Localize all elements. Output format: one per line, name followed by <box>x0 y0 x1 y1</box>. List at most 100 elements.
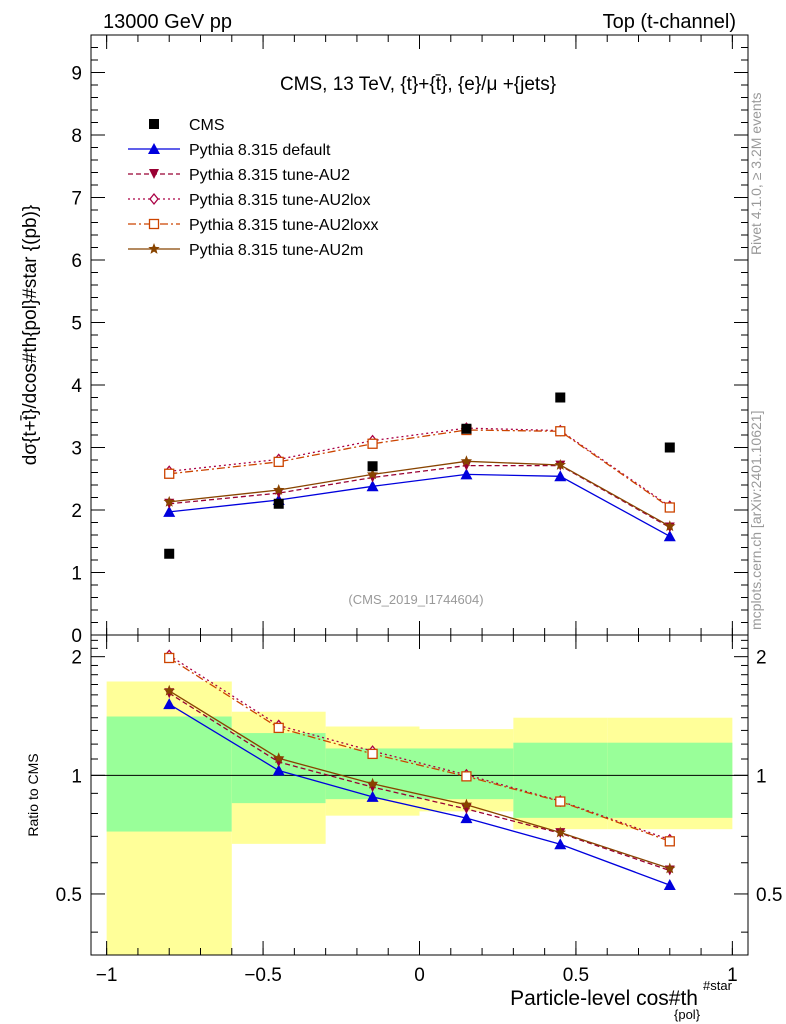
ratio-tick-label-left: 1 <box>71 766 82 787</box>
ratio-series-point-3 <box>164 652 175 664</box>
series-line-4 <box>169 460 671 527</box>
data-point <box>367 461 378 472</box>
ratio-series-point-4 <box>664 862 676 874</box>
ratio-tick-label-left: 0.5 <box>56 885 82 906</box>
ratio-series-line-3 <box>168 657 671 842</box>
legend-label: Pythia 8.315 tune-AU2m <box>189 242 363 259</box>
ratio-series-point-3 <box>555 796 566 807</box>
legend-label: Pythia 8.315 default <box>189 142 331 159</box>
x-tick-label: 0.5 <box>563 965 589 986</box>
ratio-series-point-4 <box>163 684 175 696</box>
ratio-series-point-0 <box>366 790 379 802</box>
ratio-band-green <box>607 742 733 818</box>
series-point-4 <box>366 468 379 480</box>
x-tick-label: 1 <box>727 965 738 986</box>
data-point <box>555 392 566 403</box>
y-tick-label: 6 <box>71 251 82 272</box>
ratio-series-line-2 <box>168 654 671 841</box>
series-line-0 <box>169 473 671 537</box>
ratio-series-point-0 <box>663 879 676 891</box>
legend-label: Pythia 8.315 tune-AU2 <box>189 167 350 184</box>
ratio-series-point-4 <box>460 798 473 810</box>
ratio-series-point-0 <box>163 698 176 710</box>
series-line-3 <box>169 429 671 509</box>
rivet-version-label: Rivet 4.1.0, ≥ 3.2M events <box>748 92 764 255</box>
ratio-series <box>163 649 676 891</box>
legend-marker <box>148 143 160 154</box>
y-tick-label: 4 <box>71 376 82 397</box>
ratio-series-point-4 <box>554 826 566 838</box>
ratio-series-line-1 <box>168 692 671 872</box>
ratio-series-point-3 <box>461 771 472 782</box>
series-point-3 <box>664 502 675 513</box>
y-tick-label: 5 <box>71 314 82 335</box>
y-axis-label: dσ{t+t̄}/dcos#th{pol}#star {(pb)} <box>20 205 41 466</box>
x-axis-label-sub: {pol} <box>674 1007 701 1022</box>
y-tick-label: 2 <box>71 501 82 522</box>
series-point-3 <box>273 456 284 468</box>
y-tick-label: 1 <box>71 564 82 585</box>
series-point-0 <box>663 530 676 542</box>
x-axis-label-main: Particle-level cos#th <box>510 987 698 1010</box>
series-point-4 <box>664 520 676 532</box>
ratio-band-green <box>106 716 232 832</box>
legend-label: CMS <box>189 117 225 134</box>
data-point <box>461 423 472 434</box>
series-point-3 <box>164 468 175 479</box>
watermark: (CMS_2019_I1744604) <box>348 592 483 607</box>
series-point-0 <box>554 470 567 482</box>
data-point <box>664 442 675 453</box>
mcplots-label: mcplots.cern.ch [arXiv:2401.10621] <box>748 411 764 630</box>
ratio-tick-label-right: 2 <box>756 648 767 669</box>
ratio-tick-label-right: 0.5 <box>756 885 782 906</box>
legend-marker <box>149 119 159 129</box>
legend-marker <box>149 169 159 179</box>
series-point-4 <box>460 455 473 467</box>
ratio-series-line-4 <box>168 690 671 870</box>
ratio-series-point-3 <box>273 722 284 734</box>
x-tick-label: −1 <box>96 965 118 986</box>
ratio-axis-ticks: 0.5 0.5 1 1 2 2 −1 −0.5 0 0.5 1 <box>56 635 782 986</box>
data-point <box>273 498 284 509</box>
series-point-4 <box>273 484 285 495</box>
main-axis-ticks: 0 1 2 3 4 5 6 7 8 9 <box>71 34 748 647</box>
series-line-1 <box>169 464 671 529</box>
legend-label: Pythia 8.315 tune-AU2loxx <box>189 217 378 234</box>
ratio-series-point-3 <box>664 836 675 847</box>
x-tick-label: −0.5 <box>244 965 282 986</box>
legend-marker <box>148 243 160 254</box>
series-point-0 <box>163 505 176 517</box>
chart-title: CMS, 13 TeV, {t}+{t̄}, {e}/μ +{jets} <box>280 74 556 95</box>
header-right: Top (t-channel) <box>603 11 736 33</box>
series-point-4 <box>554 459 566 470</box>
y-tick-label: 9 <box>71 64 82 85</box>
y-tick-label: 8 <box>71 126 82 147</box>
main-series <box>163 422 676 542</box>
series-point-0 <box>460 468 473 480</box>
ratio-series-point-4 <box>366 777 379 789</box>
y-tick-label: 0 <box>71 626 82 647</box>
ratio-tick-label-left: 2 <box>71 648 82 669</box>
ratio-series-point-0 <box>460 812 473 824</box>
series-point-4 <box>163 495 175 507</box>
y-tick-label: 7 <box>71 189 82 210</box>
x-axis-label-sup: #star <box>703 978 733 993</box>
legend-label: Pythia 8.315 tune-AU2lox <box>189 192 370 209</box>
x-tick-label: 0 <box>414 965 425 986</box>
legend-marker <box>149 192 159 206</box>
series-point-3 <box>555 426 566 437</box>
x-axis-label: Particle-level cos#th {pol} #star <box>510 978 732 1022</box>
ratio-series-point-3 <box>367 748 378 760</box>
header-left: 13000 GeV pp <box>103 11 232 33</box>
legend: CMS Pythia 8.315 default Pythia 8.315 tune… <box>128 117 378 259</box>
legend-marker <box>148 218 160 230</box>
data-point <box>164 548 175 559</box>
series-point-3 <box>367 438 378 449</box>
series-point-0 <box>366 480 379 492</box>
ratio-y-axis-label: Ratio to CMS <box>25 753 41 836</box>
ratio-series-point-4 <box>273 752 285 764</box>
ratio-series-line-0 <box>168 703 671 886</box>
y-tick-label: 3 <box>71 439 82 460</box>
ratio-series-point-0 <box>272 764 285 776</box>
